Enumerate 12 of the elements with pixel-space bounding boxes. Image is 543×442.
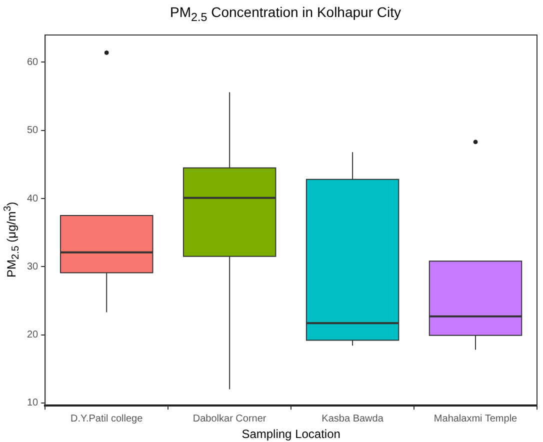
y-tick-label: 20: [27, 330, 39, 340]
chart-title: PM$_{2.5}$ Concentration in Kolhapur City: [169, 4, 402, 24]
x-tick-label: D.Y.Patil college: [70, 413, 144, 424]
x-axis-title: Sampling Location: [242, 427, 340, 442]
x-tick-label: Mahalaxmi Temple: [434, 413, 518, 424]
y-tick-label: 40: [27, 193, 39, 204]
y-tick-label: 60: [27, 57, 39, 68]
y-tick-label: 10: [27, 398, 39, 409]
x-tick-label: Dabolkar Corner: [192, 413, 267, 424]
y-tick-label: 50: [27, 125, 39, 136]
y-tick-label: 30: [27, 261, 39, 272]
x-tick-label: Kasba Bawda: [322, 413, 384, 424]
